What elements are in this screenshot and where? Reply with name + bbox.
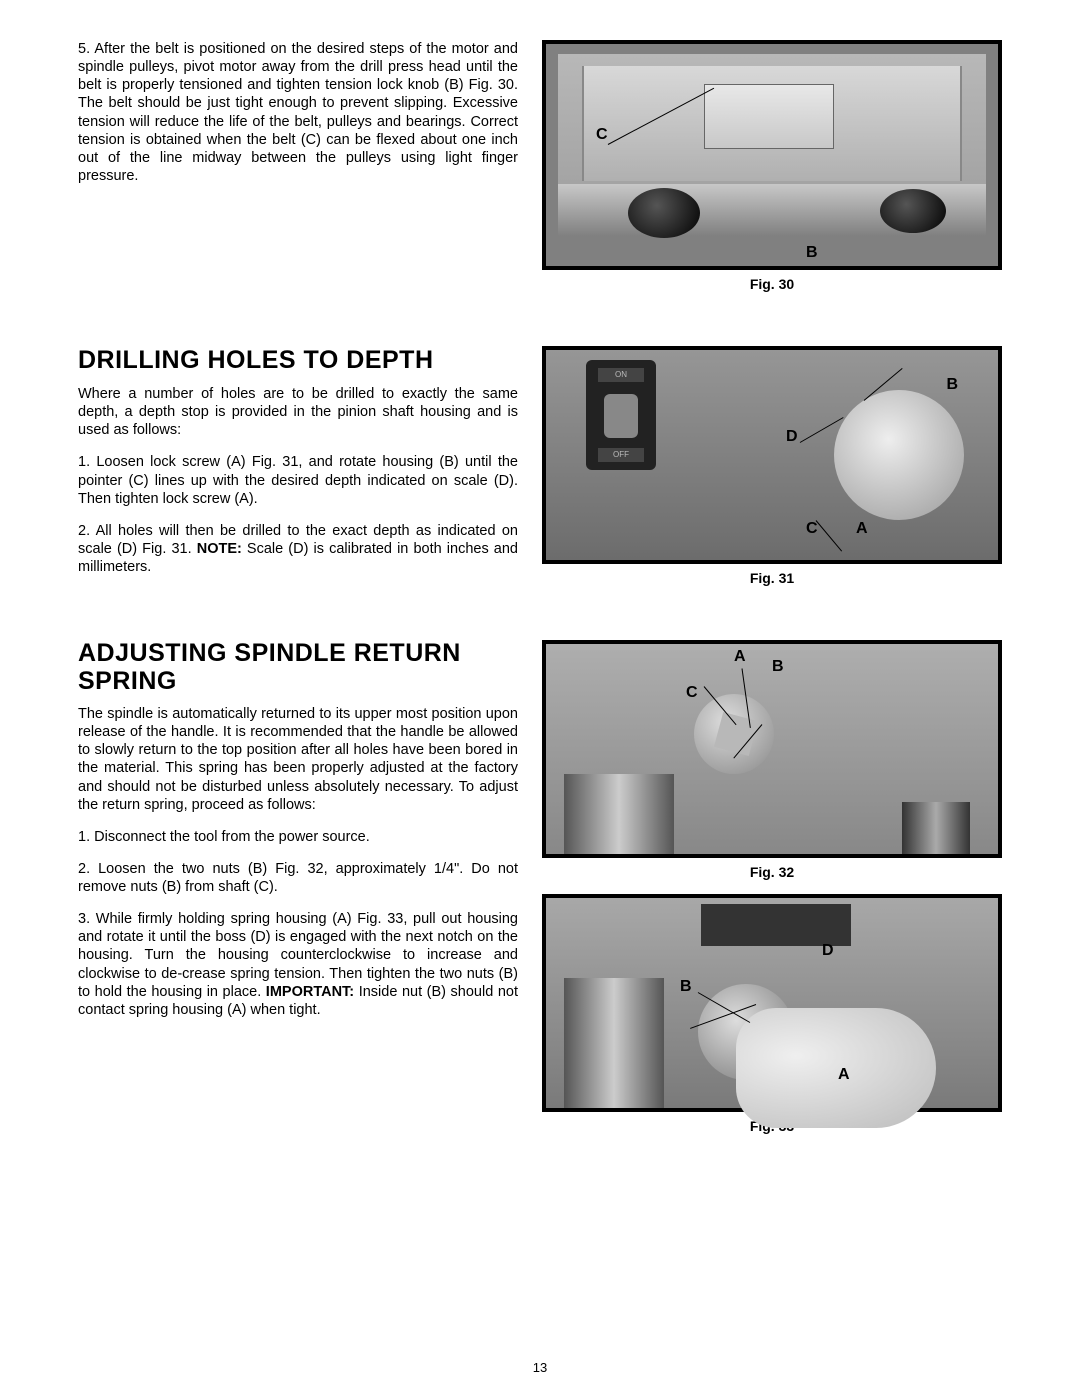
belt-para-5: 5. After the belt is positioned on the d… <box>78 40 518 185</box>
page-number: 13 <box>0 1360 1080 1375</box>
fig31-label-a: A <box>856 520 868 538</box>
fig33-label-d: D <box>822 942 834 960</box>
spring-step-3: 3. While firmly holding spring housing (… <box>78 910 518 1019</box>
fig32-label-b: B <box>772 658 784 676</box>
fig32-frame: A B C <box>542 640 1002 858</box>
fig31-switch: ON OFF <box>586 360 656 470</box>
spring-step-1: 1. Disconnect the tool from the power so… <box>78 828 518 846</box>
fig31-label-b: B <box>946 376 958 394</box>
fig33-plate <box>701 904 851 946</box>
section-belt-tension: 5. After the belt is positioned on the d… <box>78 40 1002 306</box>
fig30-column: C B Fig. 30 <box>542 40 1002 306</box>
fig32-chuck <box>902 802 970 854</box>
depth-heading: DRILLING HOLES TO DEPTH <box>78 346 518 375</box>
fig30-label-c: C <box>596 126 608 144</box>
spring-step-2: 2. Loosen the two nuts (B) Fig. 32, appr… <box>78 860 518 896</box>
fig32-label-c: C <box>686 684 698 702</box>
fig31-line-c <box>816 520 842 551</box>
fig33-label-a: A <box>838 1066 850 1084</box>
fig31-column: ON OFF B D C A Fig. 31 <box>542 346 1002 600</box>
fig33-column-cyl <box>564 978 664 1108</box>
fig31-dial <box>834 390 964 520</box>
depth-step2-note: NOTE: <box>197 541 242 557</box>
belt-text-column: 5. After the belt is positioned on the d… <box>78 40 518 306</box>
depth-step-2: 2. All holes will then be drilled to the… <box>78 522 518 576</box>
fig31-switch-knob <box>604 394 638 438</box>
depth-text-column: DRILLING HOLES TO DEPTH Where a number o… <box>78 346 518 600</box>
fig31-switch-off: OFF <box>598 448 644 462</box>
spring-intro: The spindle is automatically returned to… <box>78 705 518 814</box>
fig33-label-b: B <box>680 978 692 996</box>
fig30-base <box>558 184 986 236</box>
fig30-label-plate <box>704 84 834 149</box>
fig32-column-cyl <box>564 774 674 854</box>
fig32-caption: Fig. 32 <box>542 864 1002 880</box>
fig31-frame: ON OFF B D C A <box>542 346 1002 564</box>
fig33-bg <box>546 898 998 1108</box>
fig30-lid <box>582 66 962 181</box>
fig30-pulley-left <box>628 188 700 238</box>
depth-intro: Where a number of holes are to be drille… <box>78 385 518 439</box>
spring-step3-important: IMPORTANT: <box>266 984 354 1000</box>
spring-text-column: ADJUSTING SPINDLE RETURN SPRING The spin… <box>78 640 518 1134</box>
section-return-spring: ADJUSTING SPINDLE RETURN SPRING The spin… <box>78 640 1002 1134</box>
fig30-bg <box>558 54 986 236</box>
fig31-label-c: C <box>806 520 818 538</box>
depth-step-1: 1. Loosen lock screw (A) Fig. 31, and ro… <box>78 453 518 507</box>
fig30-frame: C B <box>542 40 1002 270</box>
fig30-caption: Fig. 30 <box>542 276 1002 292</box>
fig33-frame: D B A <box>542 894 1002 1112</box>
fig31-bg: ON OFF <box>546 350 998 560</box>
fig31-switch-on: ON <box>598 368 644 382</box>
fig31-label-d: D <box>786 428 798 446</box>
fig33-hand <box>736 1008 936 1128</box>
section-drilling-depth: DRILLING HOLES TO DEPTH Where a number o… <box>78 346 1002 600</box>
spring-heading: ADJUSTING SPINDLE RETURN SPRING <box>78 640 518 695</box>
fig30-pulley-right <box>880 189 946 233</box>
fig30-label-b: B <box>806 244 818 262</box>
fig32-33-column: A B C Fig. 32 D B A Fig. 33 <box>542 640 1002 1134</box>
fig32-label-a: A <box>734 648 746 666</box>
fig31-caption: Fig. 31 <box>542 570 1002 586</box>
